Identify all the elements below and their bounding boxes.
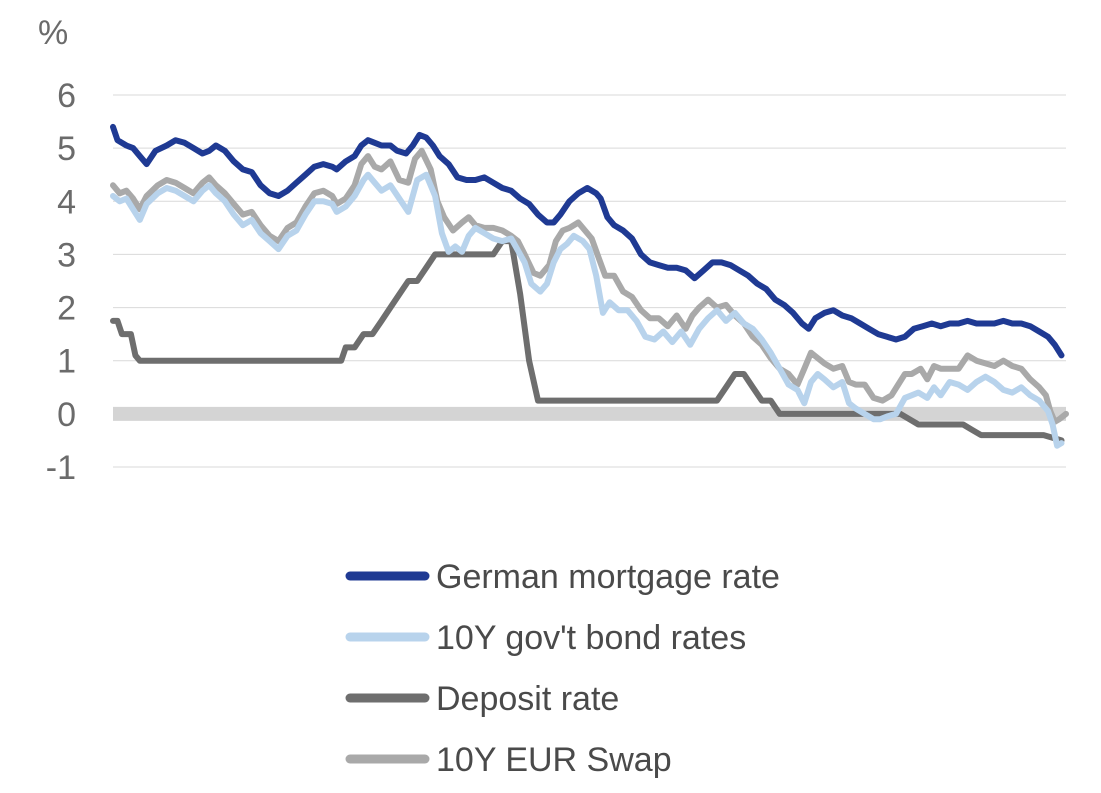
legend: German mortgage rate 10Y gov't bond rates… <box>345 558 780 779</box>
series-lines <box>110 123 1069 449</box>
series-line-10y-gov-t-bond-rates <box>110 171 1065 449</box>
y-tick-label: 1 <box>57 343 76 381</box>
series-line-10y-eur-swap <box>110 147 1069 425</box>
y-tick-label: 6 <box>57 77 76 115</box>
legend-label: 10Y gov't bond rates <box>436 619 746 657</box>
y-axis-unit-label: % <box>38 14 68 52</box>
gridlines <box>113 94 1066 468</box>
y-tick-label: -1 <box>46 449 76 487</box>
legend-label: German mortgage rate <box>436 558 780 596</box>
y-tick-label: 0 <box>57 396 76 434</box>
y-axis-ticks: -1 0 1 2 3 4 5 6 <box>46 77 76 487</box>
y-tick-label: 4 <box>57 183 76 221</box>
legend-label: 10Y EUR Swap <box>436 741 672 779</box>
y-tick-label: 2 <box>57 290 76 328</box>
y-tick-label: 3 <box>57 236 76 274</box>
series-line-german-mortgage-rate <box>110 123 1065 359</box>
legend-label: Deposit rate <box>436 680 619 718</box>
y-tick-label: 5 <box>57 130 76 168</box>
